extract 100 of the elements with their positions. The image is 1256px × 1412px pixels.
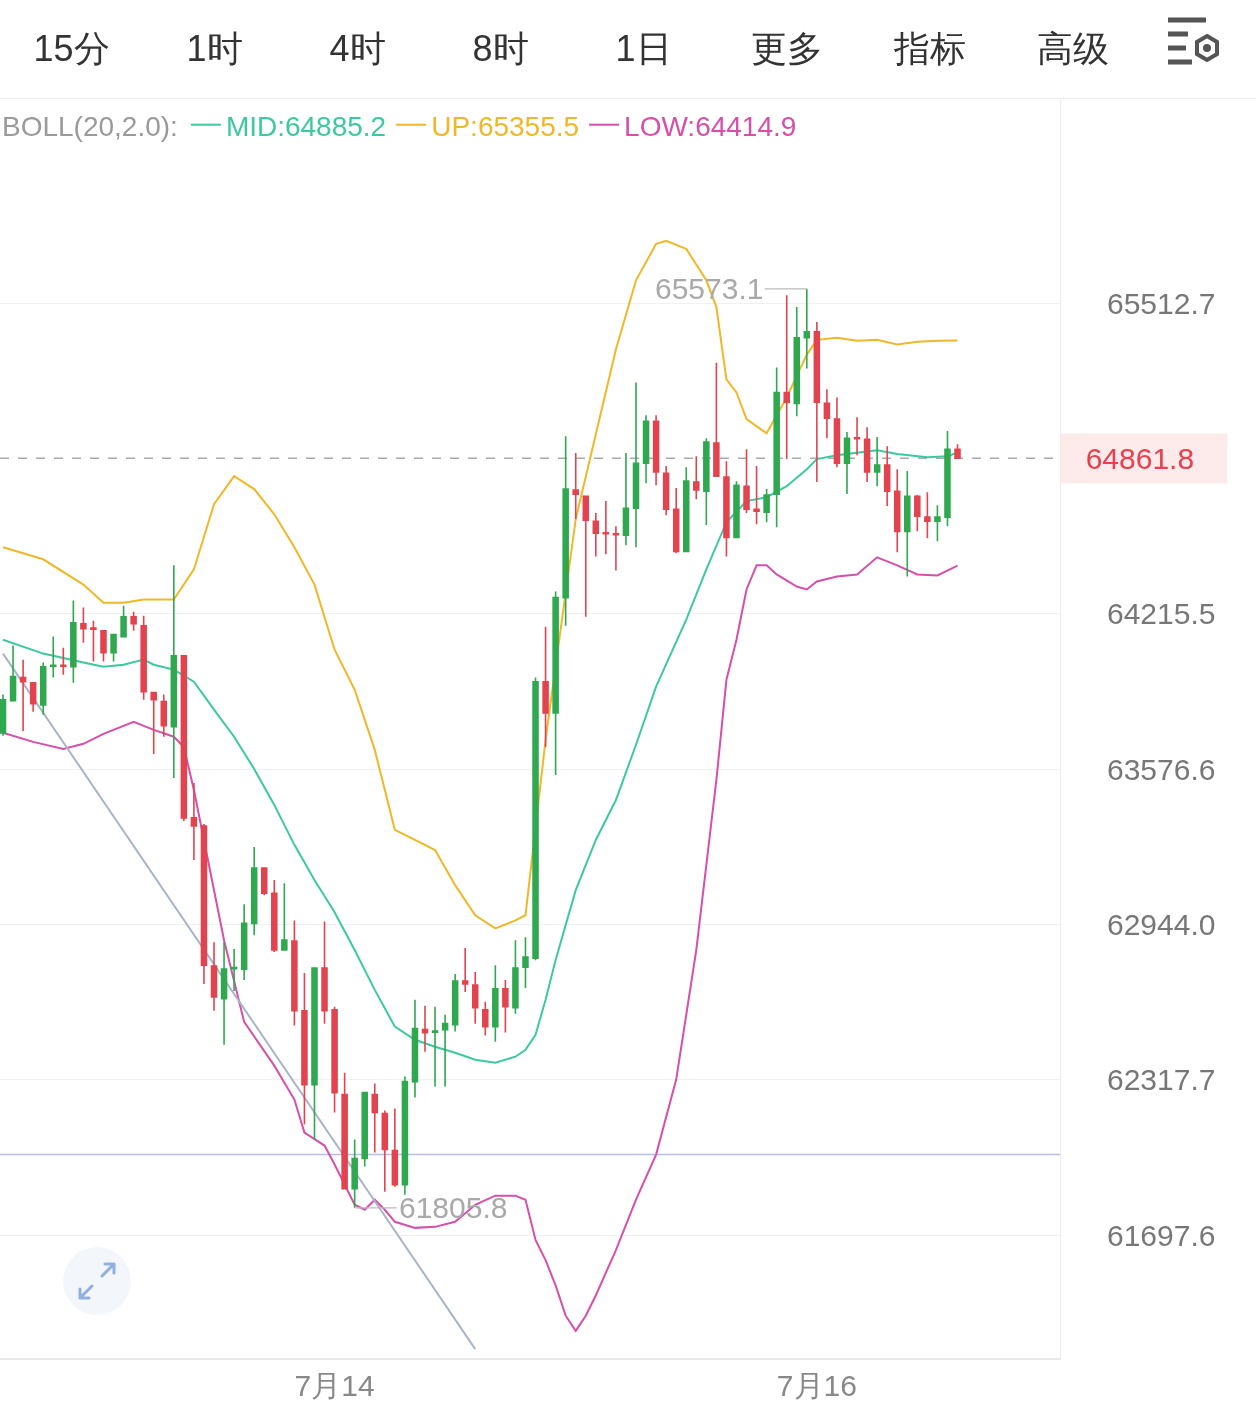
candlestick [904,470,911,578]
candlestick [552,590,559,776]
candlestick [9,644,17,702]
candlestick [622,452,630,547]
candlestick [70,599,77,684]
candlestick [934,504,941,543]
candlestick [401,1075,409,1196]
candlestick [411,999,419,1099]
candlestick [813,321,821,483]
candlestick [361,1091,368,1168]
candlestick [271,879,278,953]
y-tick-label: 64215.5 [1107,597,1216,631]
candlestick [843,431,851,495]
candlestick [60,646,67,676]
candlestick [914,494,921,533]
candlestick [371,1082,379,1154]
candlestick [0,693,7,737]
text: 更多 [749,26,824,71]
candlestick [572,452,579,520]
candlestick [803,287,811,370]
candlestick [301,972,308,1126]
candlestick [693,455,700,500]
candlestick [793,306,801,418]
candlestick [441,1013,449,1088]
candlestick [582,495,590,618]
candlestick [532,676,539,961]
candlestick [230,948,238,992]
candlestick [783,294,790,460]
candlestick [753,465,760,525]
candlestick [471,971,479,1025]
candlestick [883,445,891,507]
y-tick-label: 62317.7 [1107,1063,1216,1097]
candlestick [160,693,168,738]
candlestick [311,967,318,1141]
candlestick [632,381,640,549]
candlestick [180,654,188,822]
text: 4时 [328,26,387,71]
candlestick [703,437,710,526]
candlestick [331,1005,338,1114]
candlestick [522,936,529,989]
candlestick [120,604,127,639]
candlestick [49,635,57,679]
candlestick [341,1071,348,1190]
legend-label: LOW:64414.9 [624,110,797,142]
y-tick-label: 62944.0 [1107,907,1216,941]
candlestick [150,691,157,755]
text: 1时 [185,26,244,71]
candlestick [190,782,198,861]
candlestick [612,525,620,572]
candlestick [863,426,871,483]
candlestick [19,658,27,732]
candlestick [220,941,228,1046]
candlestick [421,1004,429,1053]
candlestick [391,1107,399,1188]
candlestick [451,973,459,1033]
candlestick [29,681,37,713]
candlestick [281,882,288,951]
candlestick [853,416,861,457]
x-tick-label: 7月14 [294,1368,375,1402]
candlestick [713,361,720,477]
candlestick [592,512,600,558]
text: 8时 [471,26,530,71]
candlestick [512,939,519,1015]
text: 高级 [1035,26,1110,71]
candlestick [542,625,549,748]
candlestick [723,460,730,558]
candlestick [773,366,780,529]
y-tick-label: 65512.7 [1107,286,1216,320]
candlestick [652,414,660,487]
x-tick-label: 7月16 [776,1368,857,1402]
candlestick [833,396,841,469]
candlestick [140,614,147,701]
candlestick [39,661,47,716]
y-tick-label: 61697.6 [1107,1218,1216,1252]
ref-line-label: 64861.8 [1069,442,1220,475]
y-tick-label: 63576.6 [1107,752,1216,786]
candlestick [893,468,901,554]
candlestick [80,606,87,644]
candlestick [170,564,178,779]
candlestick [562,435,569,627]
candlestick [743,448,750,514]
candlestick [873,436,881,487]
candlestick [90,619,97,663]
candlestick [250,846,258,937]
candlestick [602,500,610,556]
candlestick [662,465,670,517]
candlestick [321,920,328,1025]
candlestick [672,487,680,555]
candlestick [381,1109,389,1193]
legend-title: BOLL(20,2.0): [2,111,178,143]
candlestick [954,443,961,460]
text: 指标 [892,26,967,71]
candlestick [461,947,469,993]
candlestick [210,941,218,1012]
candlestick [944,430,951,528]
candlestick [200,823,208,985]
text: 1日 [614,26,673,71]
text: 15分 [32,26,111,71]
candlestick [733,480,740,539]
candlestick [260,867,268,897]
